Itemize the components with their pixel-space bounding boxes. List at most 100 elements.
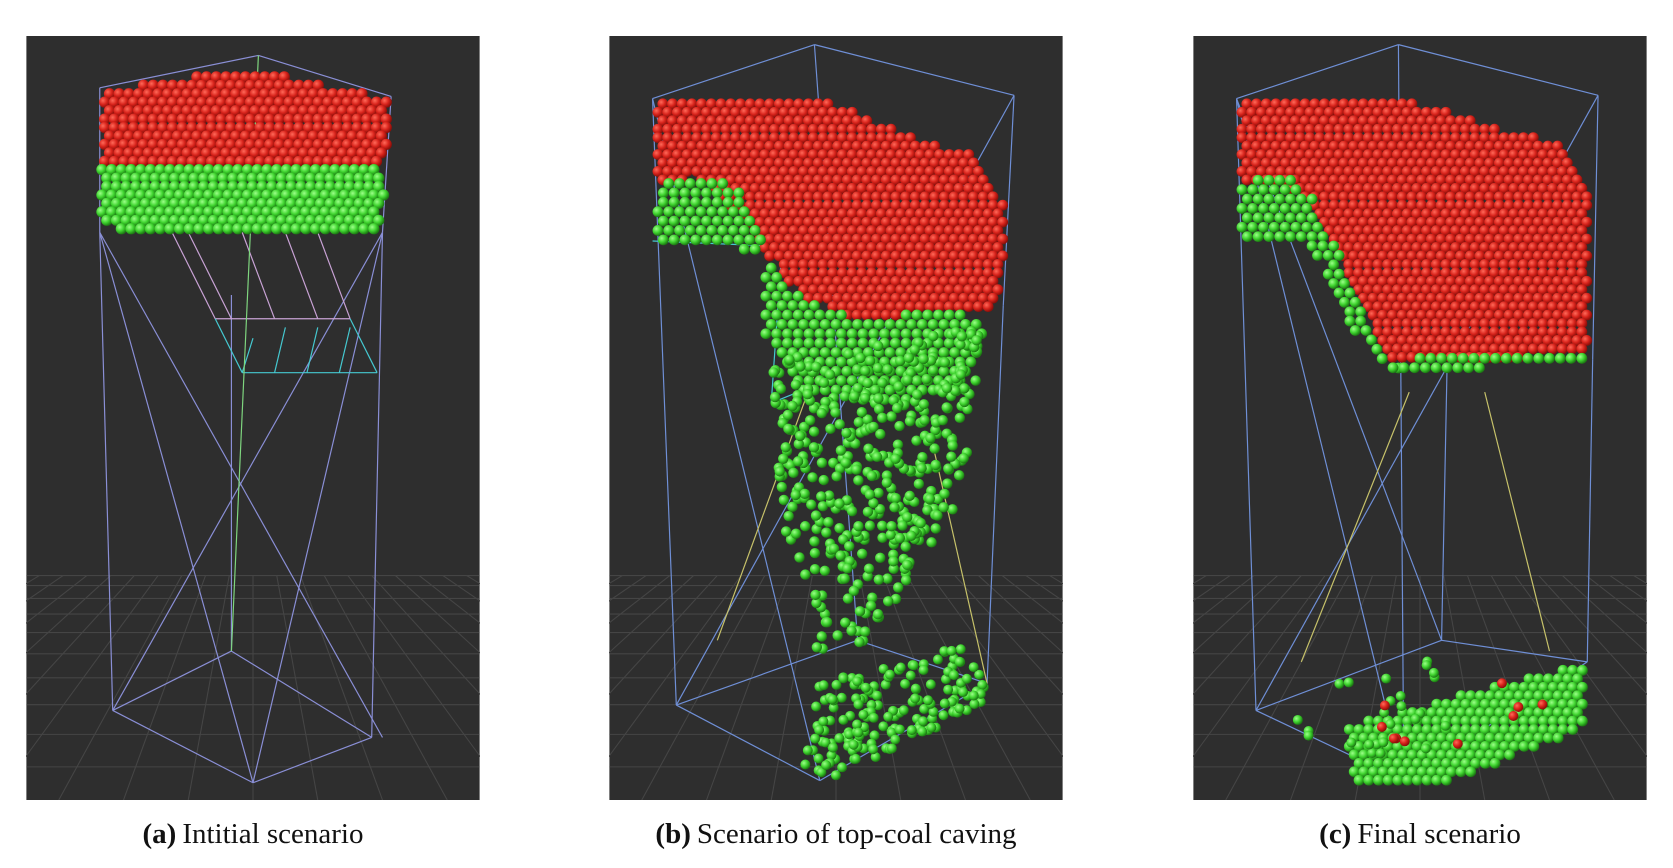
particle <box>1532 275 1544 287</box>
particle <box>859 626 871 637</box>
particle <box>652 106 664 118</box>
particle <box>1343 106 1355 118</box>
particle <box>799 488 810 499</box>
wireframe <box>1592 95 1599 360</box>
particle <box>808 426 820 437</box>
particle <box>358 206 370 218</box>
particle <box>1459 123 1471 135</box>
particle <box>837 267 848 279</box>
particle <box>1523 233 1534 245</box>
wireframe <box>1002 95 1015 306</box>
particle <box>108 96 120 108</box>
particle <box>1493 309 1505 321</box>
particle <box>1294 123 1306 135</box>
particle <box>1397 766 1409 778</box>
particle <box>827 694 838 705</box>
particle <box>1455 275 1466 287</box>
particle <box>324 172 336 184</box>
particle <box>305 214 317 226</box>
particle <box>1518 284 1529 296</box>
particle <box>1348 115 1360 127</box>
particle <box>900 328 912 340</box>
particle <box>938 502 949 513</box>
particle <box>866 123 878 135</box>
particle <box>953 301 965 312</box>
particle <box>377 189 390 201</box>
particle <box>720 149 732 160</box>
particle <box>1367 275 1379 287</box>
particle <box>183 223 195 235</box>
particle <box>992 267 1004 279</box>
particle <box>1561 292 1573 304</box>
particle <box>754 157 766 169</box>
particle <box>1290 184 1302 196</box>
particle <box>900 309 912 321</box>
particle <box>838 714 849 725</box>
particle <box>872 362 884 374</box>
particle <box>1292 714 1303 725</box>
particle <box>667 140 678 152</box>
particle <box>826 750 837 761</box>
particle <box>222 206 234 218</box>
particle <box>1450 318 1462 329</box>
floor-grid <box>123 575 207 800</box>
particle <box>147 79 159 91</box>
particle <box>827 258 839 270</box>
particle <box>817 132 829 143</box>
particle <box>341 96 354 108</box>
particle <box>278 71 290 83</box>
particle <box>212 164 225 176</box>
particle <box>925 679 936 690</box>
particle <box>853 699 864 710</box>
particle <box>837 762 848 773</box>
particle <box>844 729 855 740</box>
particle <box>987 275 999 287</box>
particle <box>842 563 853 574</box>
particle <box>125 223 137 235</box>
particle <box>1489 318 1500 329</box>
particle <box>1348 98 1360 110</box>
particle <box>958 191 970 203</box>
particle <box>798 132 810 143</box>
particle <box>905 258 916 270</box>
particle <box>1387 191 1398 203</box>
particle <box>1518 724 1530 735</box>
particle <box>819 318 831 330</box>
particle <box>181 147 193 159</box>
particle <box>888 395 899 406</box>
floor-grid <box>323 575 448 800</box>
particle <box>810 589 821 601</box>
particle <box>943 165 955 177</box>
particle <box>963 242 975 253</box>
particle <box>943 284 955 296</box>
particle <box>662 106 674 118</box>
particle <box>706 206 718 218</box>
particle <box>1357 292 1369 304</box>
particle <box>943 309 955 321</box>
particle <box>1372 258 1384 270</box>
particle <box>914 182 926 194</box>
particle <box>982 242 994 253</box>
particle <box>834 419 845 430</box>
particle <box>1387 140 1398 152</box>
particle <box>1309 157 1321 169</box>
particle <box>193 164 205 176</box>
particle <box>861 292 873 304</box>
particle <box>871 174 882 186</box>
particle <box>1479 242 1491 253</box>
particle <box>1338 199 1350 211</box>
particle <box>1498 284 1510 296</box>
particle <box>1508 711 1519 721</box>
particle <box>909 216 921 228</box>
particle <box>837 106 848 118</box>
particle <box>1377 157 1389 169</box>
particle <box>840 617 851 628</box>
particle <box>909 157 921 169</box>
particle <box>106 164 118 176</box>
particle <box>846 182 858 194</box>
particle <box>754 140 766 152</box>
particle <box>1357 191 1369 203</box>
particle <box>1518 165 1529 177</box>
particle <box>1362 208 1374 220</box>
particle <box>958 275 970 287</box>
